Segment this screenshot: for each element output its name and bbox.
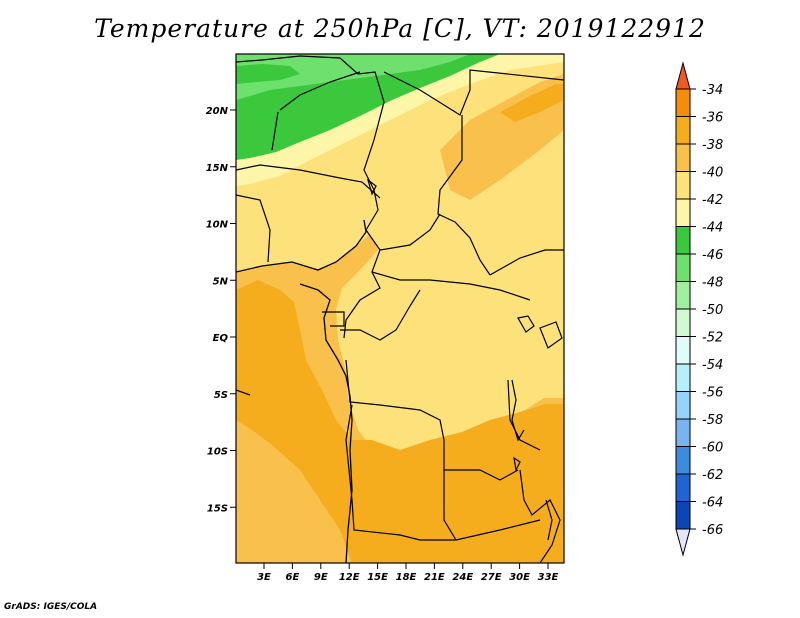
colorbar-label: -38 — [702, 138, 723, 153]
colorbar-segment — [675, 501, 691, 530]
band-minus-44-46-pocket — [236, 64, 300, 84]
country-borders — [236, 55, 564, 563]
colorbar-label: -60 — [702, 441, 723, 456]
colorbar-label: -52 — [702, 331, 723, 346]
lake-victoria — [539, 321, 563, 349]
lon-tick-label: 12E — [339, 572, 360, 583]
colorbar-segment — [675, 281, 691, 310]
lon-tick-label: 15E — [367, 572, 388, 583]
colorbar-segment — [675, 446, 691, 475]
lon-tick-label: 24E — [452, 572, 473, 583]
colorbar-label: -46 — [702, 248, 723, 263]
lon-tick-label: 30E — [509, 572, 530, 583]
colorbar-bottom-arrow — [675, 528, 691, 557]
map-title: Temperature at 250hPa [C], VT: 201912291… — [94, 14, 706, 43]
lake-malawi — [545, 499, 553, 541]
grads-credit: GrADS: IGES/COLA — [4, 602, 98, 612]
lat-tick-label: 5S — [214, 390, 228, 401]
lake-albert — [517, 315, 535, 333]
colorbar-label: -40 — [702, 166, 723, 181]
lake-chad — [366, 178, 377, 196]
lat-tick-label: 10S — [207, 447, 228, 458]
lon-tick-label: 27E — [481, 572, 502, 583]
temperature-field — [236, 54, 564, 563]
colorbar-label: -44 — [702, 221, 723, 236]
lat-tick-label: 15S — [207, 503, 228, 514]
colorbar-label: -50 — [702, 303, 723, 318]
lat-tick-label: 15N — [206, 163, 229, 174]
band-minus-36-38-northeast — [500, 84, 564, 122]
colorbar-label: -64 — [702, 496, 723, 511]
colorbar-segment — [675, 336, 691, 365]
colorbar-label: -66 — [702, 523, 723, 538]
colorbar-segment — [675, 143, 691, 172]
colorbar-segment — [675, 171, 691, 200]
lon-tick-label: 33E — [538, 572, 559, 583]
colorbar-top-arrow — [675, 61, 691, 90]
colorbar-label: -36 — [702, 111, 723, 126]
colorbar-segment — [675, 391, 691, 420]
lakes — [366, 178, 563, 541]
colorbar-label: -42 — [702, 193, 723, 208]
colorbar-segment — [675, 253, 691, 282]
colorbar-label: -58 — [702, 413, 723, 428]
colorbar-label: -48 — [702, 276, 723, 291]
colorbar-segment — [675, 308, 691, 337]
lon-tick-label: 3E — [257, 572, 271, 583]
band-minus-46-48 — [236, 54, 470, 100]
band-minus-36-38-south — [236, 280, 564, 563]
colorbar: -34 -36 -38 -40 -42 -44 -46 -48 -50 -52 -54 -56 -58 -… — [675, 61, 723, 557]
longitude-axis: 3E 6E 9E 12E 15E 18E 21E 24E 27E 30E 33E — [257, 563, 559, 583]
colorbar-segment — [675, 363, 691, 392]
lat-tick-label: 10N — [206, 220, 229, 231]
colorbar-label: -56 — [702, 386, 723, 401]
lon-tick-label: 18E — [396, 572, 417, 583]
lon-tick-label: 21E — [424, 572, 445, 583]
colorbar-label: -54 — [702, 358, 723, 373]
lake-mweru — [513, 456, 521, 472]
latitude-axis: 20N 15N 10N 5N EQ 5S 10S 15S — [206, 106, 236, 514]
colorbar-segment — [675, 226, 691, 255]
lon-tick-label: 6E — [286, 572, 300, 583]
colorbar-segment — [675, 418, 691, 447]
colorbar-label: -34 — [702, 83, 723, 98]
colorbar-segment — [675, 473, 691, 502]
lat-tick-label: EQ — [213, 333, 229, 344]
lat-tick-label: 20N — [206, 106, 229, 117]
coastline — [236, 219, 367, 563]
colorbar-segment — [675, 198, 691, 227]
colorbar-segment — [675, 116, 691, 145]
map-frame — [235, 53, 565, 564]
colorbar-segment — [675, 88, 691, 117]
colorbar-label: -62 — [702, 468, 723, 483]
lake-tanganyika — [511, 379, 525, 442]
lon-tick-label: 9E — [314, 572, 328, 583]
lat-tick-label: 5N — [213, 276, 229, 287]
